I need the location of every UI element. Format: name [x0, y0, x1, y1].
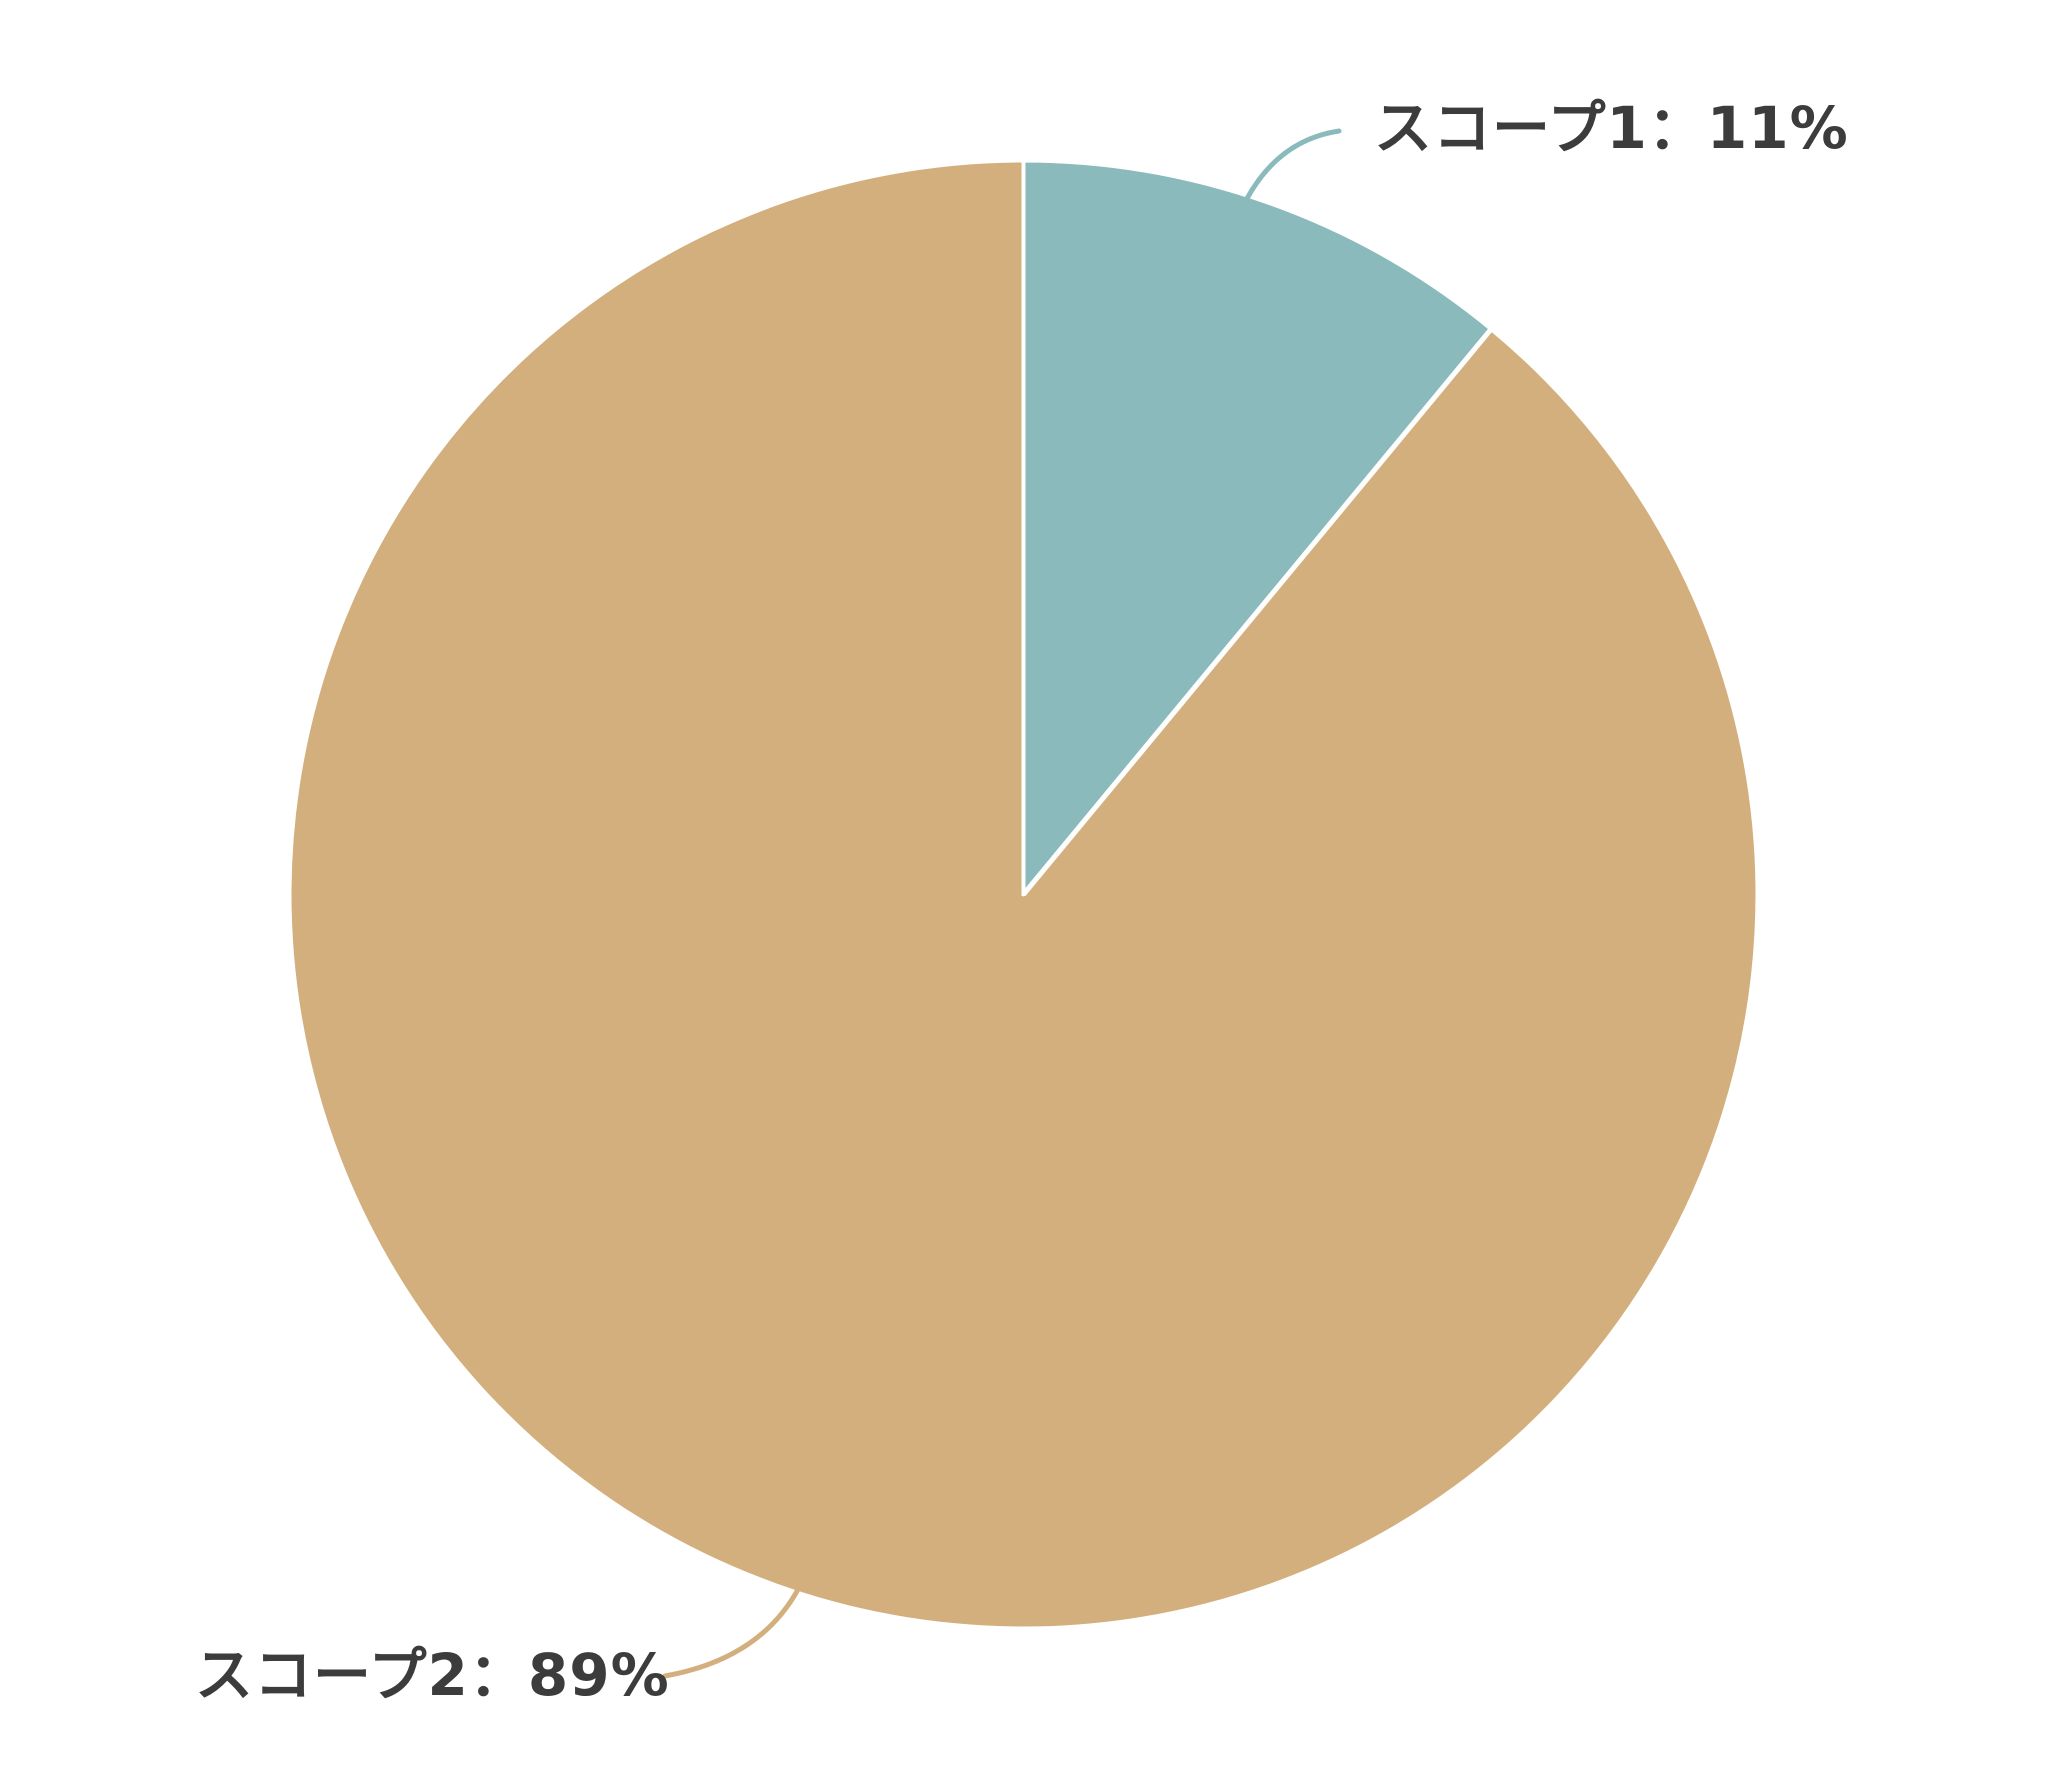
leader-lines: [662, 128, 1342, 1679]
slice-label-2: スコープ2：89%: [195, 1641, 670, 1709]
pie-slices: [286, 157, 1761, 1632]
leader-line-2: [662, 1586, 801, 1679]
leader-line-1: [1244, 128, 1342, 202]
pie-slice-2: [286, 157, 1761, 1632]
slice-labels: スコープ1：11% スコープ2：89%: [195, 94, 1849, 1709]
slice-label-1: スコープ1：11%: [1374, 94, 1849, 162]
pie-slice-1: [1021, 157, 1495, 897]
